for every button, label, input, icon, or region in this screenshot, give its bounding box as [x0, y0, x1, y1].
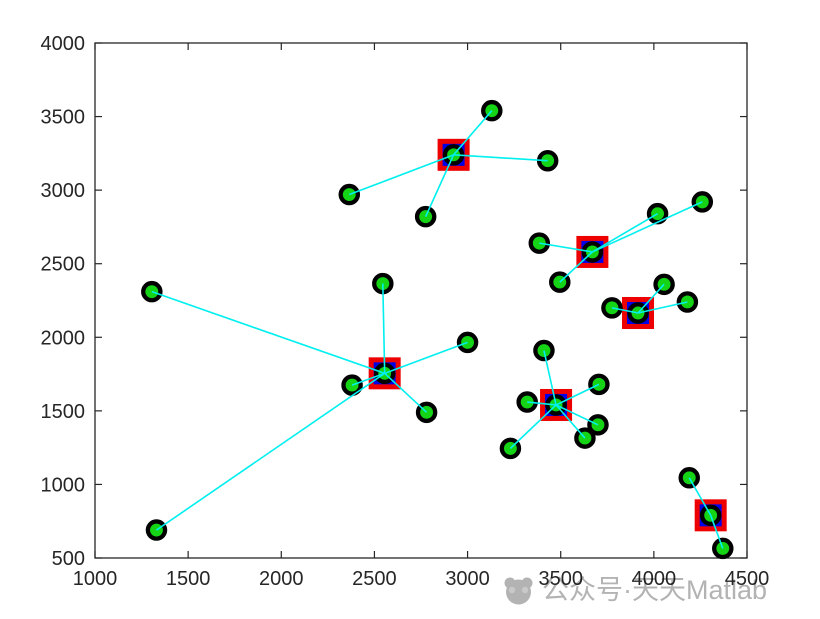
x-tick-label: 2000 — [259, 568, 304, 590]
y-tick-label: 500 — [52, 548, 85, 570]
cluster-link-line — [384, 341, 468, 375]
cluster-link-line — [688, 477, 712, 516]
cluster-link-line — [555, 383, 600, 406]
y-tick-label: 4000 — [41, 33, 86, 55]
y-tick-label: 3500 — [41, 107, 86, 129]
sensor-node-marker — [145, 519, 168, 541]
cluster-link-line — [543, 350, 557, 406]
cluster-link-line — [509, 404, 557, 449]
sensor-node-marker — [712, 537, 734, 560]
cluster-link-line — [611, 307, 639, 314]
plot-box — [94, 42, 748, 559]
x-tick-label: 3000 — [445, 568, 490, 590]
cluster-link-line — [539, 242, 593, 253]
y-tick-label: 1500 — [41, 401, 86, 423]
x-tick-label: 4000 — [632, 568, 677, 590]
cluster-link-line — [591, 212, 658, 253]
cluster-link-line — [156, 372, 386, 531]
cluster-link-line — [452, 110, 493, 156]
y-tick-label: 2000 — [41, 327, 86, 349]
cluster-link-line — [559, 251, 593, 283]
cluster-link-line — [382, 283, 386, 374]
x-tick-label: 4500 — [725, 568, 770, 590]
cluster-link-line — [348, 154, 454, 196]
cluster-link-line — [351, 372, 385, 386]
cluster-link-line — [637, 283, 665, 314]
y-tick-label: 3000 — [41, 180, 86, 202]
y-tick-label: 1000 — [41, 474, 86, 496]
y-tick-label: 2500 — [41, 254, 86, 276]
x-tick-label: 1500 — [166, 568, 211, 590]
cluster-link-line — [151, 290, 385, 375]
cluster-link-line — [555, 404, 586, 439]
cluster-link-line — [709, 515, 724, 549]
cluster-link-line — [637, 301, 688, 314]
cluster-link-line — [592, 201, 703, 253]
cluster-link-line — [527, 401, 557, 406]
cluster-link-line — [555, 404, 599, 426]
cluster-link-line — [384, 372, 428, 413]
x-tick-label: 1000 — [73, 568, 118, 590]
cluster-link-line — [424, 154, 455, 217]
x-tick-label: 3500 — [538, 568, 583, 590]
cluster-link-line — [453, 154, 548, 162]
x-tick-label: 2500 — [352, 568, 397, 590]
sensor-node-marker — [691, 191, 714, 213]
